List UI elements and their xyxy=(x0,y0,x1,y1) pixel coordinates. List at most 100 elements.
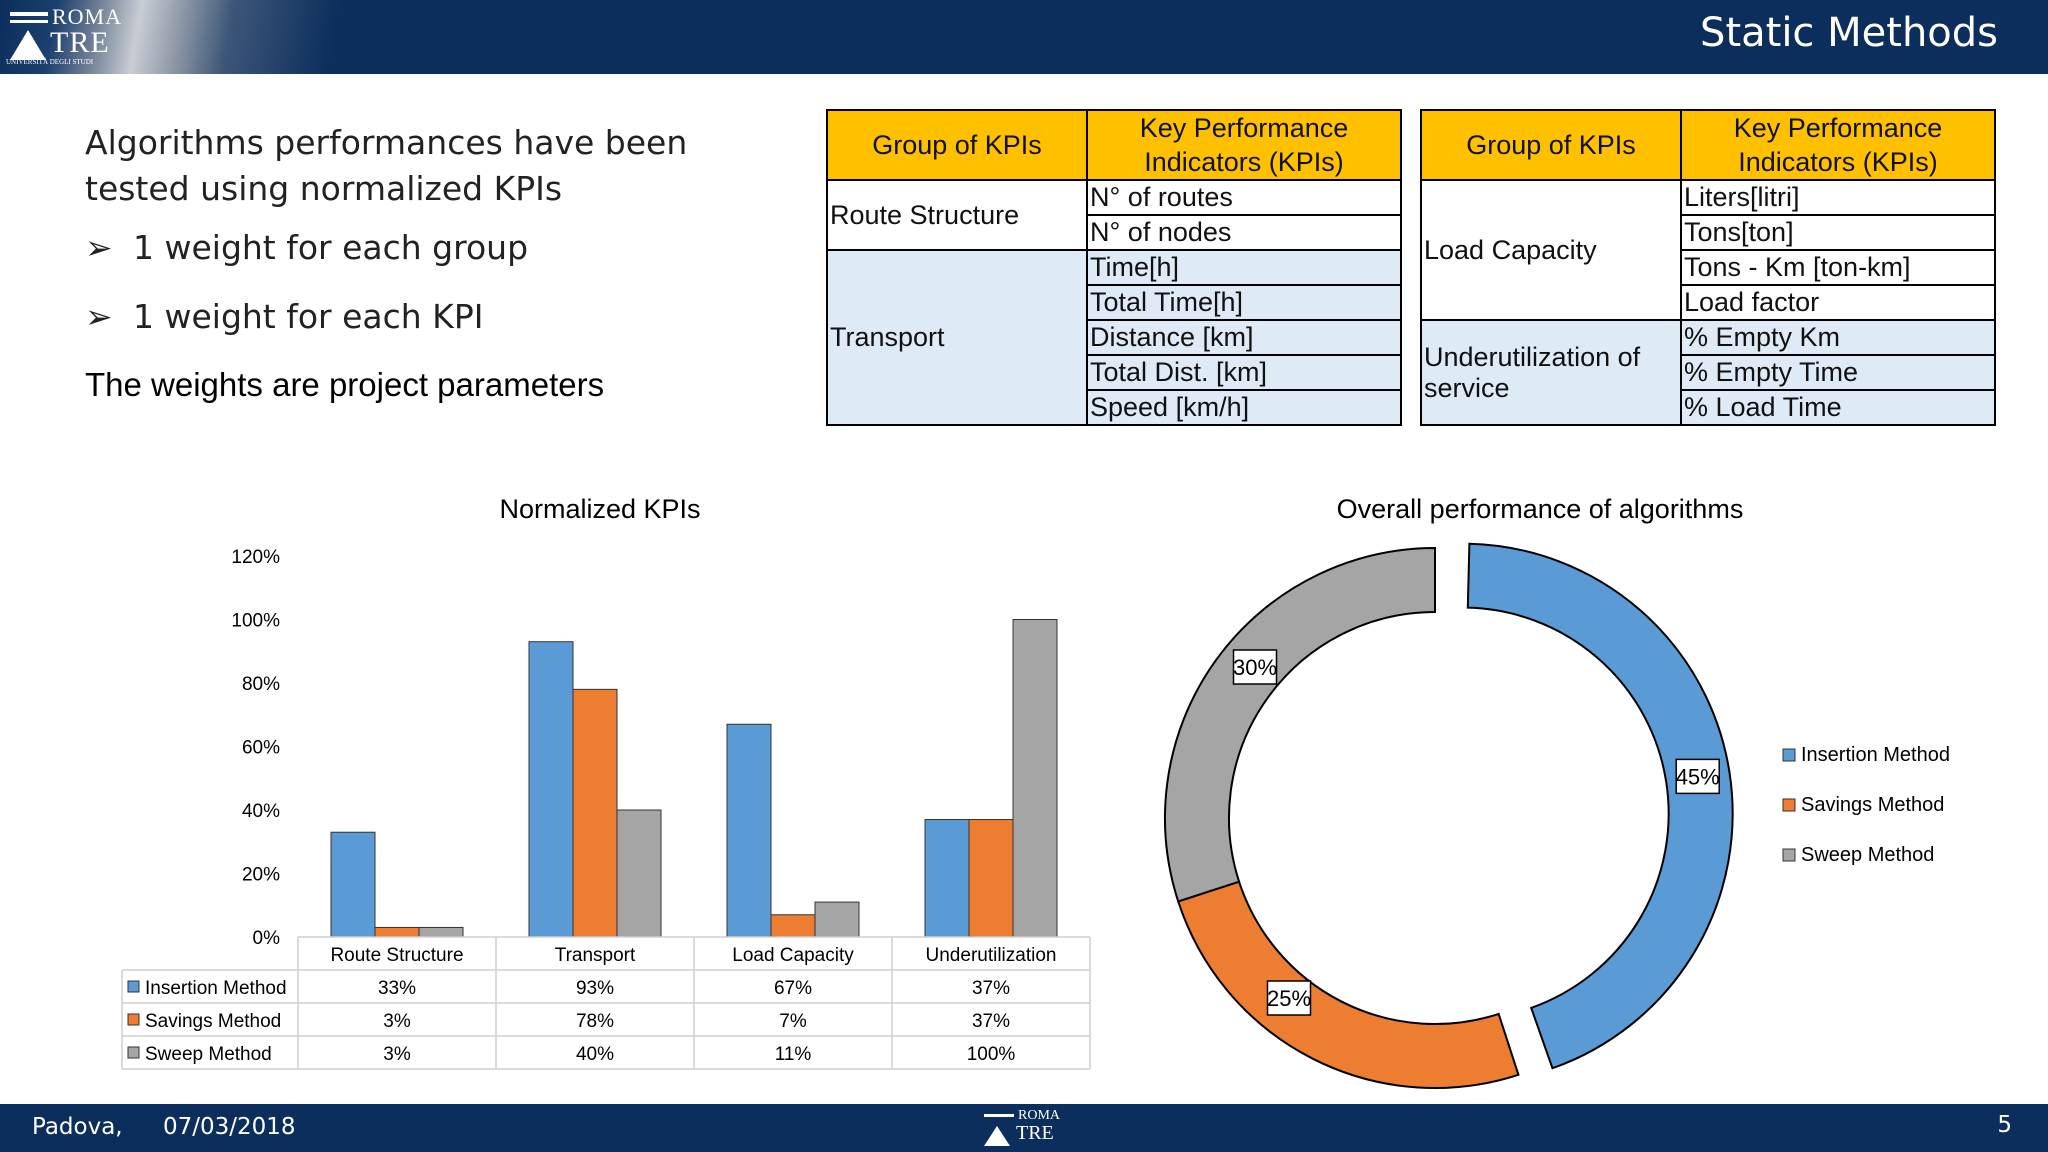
kpi-cell: % Empty Time xyxy=(1680,354,1996,391)
university-logo: ROMA TRE UNIVERSITÀ DEGLI STUDI xyxy=(6,4,123,66)
legend-swatch xyxy=(1782,848,1796,862)
bar-savings-method xyxy=(572,688,618,938)
kpi-cell: Tons[ton] xyxy=(1680,214,1996,251)
footer-date: 07/03/2018 xyxy=(163,1114,296,1140)
legend-swatch xyxy=(127,1013,140,1026)
bar-sweep-method xyxy=(814,901,860,938)
pie-value-label: 30% xyxy=(1233,655,1277,680)
data-table-value: 78% xyxy=(576,1011,614,1032)
table-row: Tons[ton] xyxy=(1421,214,1996,251)
table-row: Transport Time[h] xyxy=(826,249,1402,426)
data-table-value: 93% xyxy=(576,978,614,999)
kpi-group-cell: Route Structure xyxy=(826,179,1088,251)
kpi-cell: N° of routes xyxy=(1086,179,1402,216)
footer-logo: ROMA TRE xyxy=(982,1108,1072,1150)
pie-label-box xyxy=(1675,758,1720,795)
header-photo-banner xyxy=(0,0,700,74)
kpi-cell: Speed [km/h] xyxy=(1086,389,1402,426)
bar-savings-method xyxy=(374,926,420,938)
table-header-row: Group of KPIs Key Performance Indicators… xyxy=(1420,109,1996,181)
data-table-value: 3% xyxy=(383,1011,411,1032)
table-header-cell: Key Performance Indicators (KPIs) xyxy=(1680,109,1996,181)
page-number: 5 xyxy=(1997,1112,2012,1138)
data-table-value: 100% xyxy=(967,1044,1016,1065)
kpi-cell: Total Time[h] xyxy=(1086,284,1402,321)
bar-sweep-method xyxy=(1012,619,1058,938)
kpi-group-cell: Underutilization of service xyxy=(1420,319,1682,426)
legend-label: Savings Method xyxy=(1801,794,1944,816)
kpi-cell: Load factor xyxy=(1680,284,1996,321)
kpi-cell: Tons - Km [ton-km] xyxy=(1680,249,1996,286)
pie-label-box xyxy=(1232,649,1278,685)
kpi-group-cell: Transport xyxy=(826,249,1088,426)
bullet-item: ➢ 1 weight for each group xyxy=(85,228,528,267)
charts-canvas: 0% 20% 40% 60% 80% 100% 120% Route Structure Tra… xyxy=(121,542,1950,1089)
bar-savings-method xyxy=(968,819,1014,938)
slide-title: Static Methods xyxy=(1700,10,1998,56)
slice-sweep xyxy=(1164,546,1436,903)
bar-insertion-method xyxy=(726,723,772,938)
legend-swatch xyxy=(1782,748,1796,762)
bar-insertion-method xyxy=(528,641,574,938)
table-row: Load Capacity Liters[litri] xyxy=(1420,179,1996,321)
legend-label: Insertion Method xyxy=(1801,744,1950,766)
footer-city: Padova, xyxy=(32,1114,123,1140)
kpi-table-1: Group of KPIs Key Performance Indicators… xyxy=(826,109,1402,426)
bar-insertion-method xyxy=(330,831,376,938)
kpi-table-2: Group of KPIs Key Performance Indicators… xyxy=(1420,109,1996,426)
data-table-value: 40% xyxy=(576,1044,614,1065)
kpi-cell: Distance [km] xyxy=(1086,319,1402,356)
footer-bar: Padova, 07/03/2018 ROMA TRE 5 xyxy=(0,1104,2048,1152)
kpi-cell: % Empty Km xyxy=(1680,319,1996,356)
data-table-value: 37% xyxy=(972,978,1010,999)
legend-swatch xyxy=(127,1046,140,1059)
series-name: Sweep Method xyxy=(145,1044,272,1065)
legend-label: Sweep Method xyxy=(1801,844,1934,866)
data-table-value: 11% xyxy=(775,1044,812,1065)
intro-text: Algorithms performances have been tested… xyxy=(85,123,688,208)
data-table-value: 3% xyxy=(383,1044,411,1065)
pie-chart-title: Overall performance of algorithms xyxy=(1336,494,1744,524)
kpi-cell: N° of nodes xyxy=(1086,214,1402,251)
arrow-bullet-icon: ➢ xyxy=(85,228,113,267)
series-name: Insertion Method xyxy=(145,978,287,999)
y-tick-label: 40% xyxy=(242,801,280,822)
pie-label-box xyxy=(1266,980,1312,1016)
bar-savings-method xyxy=(770,914,816,938)
bullet-text: 1 weight for each group xyxy=(133,228,529,267)
data-table-value: 33% xyxy=(378,978,416,999)
bar-sweep-method xyxy=(418,926,464,938)
x-category-label: Route Structure xyxy=(330,945,463,966)
data-table-value: 37% xyxy=(972,1011,1010,1032)
pie-value-label: 45% xyxy=(1676,764,1720,789)
slice-insertion xyxy=(1466,542,1734,1070)
y-tick-label: 100% xyxy=(231,611,280,632)
pie-value-label: 25% xyxy=(1267,986,1311,1011)
table-row: N° of nodes xyxy=(827,214,1402,251)
bar-sweep-method xyxy=(616,809,662,938)
y-tick-label: 0% xyxy=(253,928,281,949)
bullet-text: 1 weight for each KPI xyxy=(133,297,484,336)
table-row: Route Structure N° of routes xyxy=(826,179,1402,251)
kpi-cell: % Load Time xyxy=(1680,389,1996,426)
y-tick-label: 60% xyxy=(242,738,280,759)
series-name: Savings Method xyxy=(145,1011,281,1032)
table-header-row: Group of KPIs Key Performance Indicators… xyxy=(826,109,1402,181)
slice-savings xyxy=(1176,880,1520,1089)
table-header-cell: Group of KPIs xyxy=(826,109,1088,181)
table-row: Tons - Km [ton-km] xyxy=(1421,249,1996,286)
y-tick-label: 120% xyxy=(231,547,280,568)
y-tick-label: 20% xyxy=(242,865,280,886)
data-table-value: 67% xyxy=(774,978,812,999)
bar-chart-title: Normalized KPIs xyxy=(499,494,701,524)
y-tick-label: 80% xyxy=(242,674,280,695)
table-header-cell: Group of KPIs xyxy=(1420,109,1682,181)
kpi-cell: Total Dist. [km] xyxy=(1086,354,1402,391)
table-row: Load factor xyxy=(1421,284,1996,321)
kpi-group-cell: Load Capacity xyxy=(1420,179,1682,321)
legend-swatch xyxy=(127,980,140,993)
table-header-cell: Key Performance Indicators (KPIs) xyxy=(1086,109,1402,181)
weights-note: The weights are project parameters xyxy=(85,366,605,403)
x-category-label: Underutilization xyxy=(926,945,1057,966)
kpi-cell: Time[h] xyxy=(1086,249,1402,286)
